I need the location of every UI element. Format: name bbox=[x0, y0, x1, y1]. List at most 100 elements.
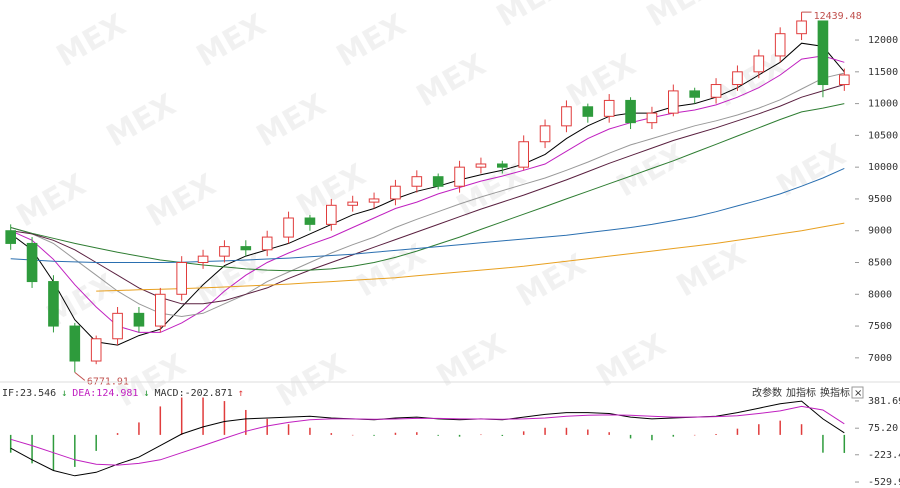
watermark: MEX bbox=[431, 327, 512, 394]
macd-bar bbox=[373, 434, 375, 436]
y-tick-label: 7000 bbox=[868, 353, 892, 364]
macd-bar bbox=[95, 434, 97, 451]
candle-body bbox=[689, 90, 700, 98]
watermark: MEX bbox=[491, 0, 572, 34]
candle-body bbox=[710, 84, 722, 98]
button[interactable]: 改参数 bbox=[752, 386, 782, 399]
macd-bar bbox=[544, 427, 546, 435]
macd-line bbox=[10, 400, 845, 477]
y-tick-label: -223.44 bbox=[868, 450, 900, 461]
macd-bar bbox=[693, 434, 696, 436]
candle-body bbox=[347, 201, 358, 206]
candle-body bbox=[219, 246, 230, 257]
macd-legend: DEA:124.981 bbox=[72, 388, 138, 399]
macd-legend: ↓ bbox=[61, 388, 67, 399]
y-tick-label: 75.20 bbox=[868, 423, 898, 434]
y-tick-label: 8000 bbox=[868, 289, 892, 300]
macd-bar bbox=[416, 432, 418, 435]
button[interactable]: 换指标 bbox=[820, 386, 850, 399]
ma-line bbox=[10, 55, 845, 333]
y-tick-label: 9500 bbox=[868, 194, 892, 205]
macd-bar bbox=[223, 401, 226, 435]
macd-bar bbox=[736, 428, 739, 435]
candle-body bbox=[326, 204, 337, 225]
watermark: MEX bbox=[11, 167, 92, 234]
ma-line bbox=[10, 72, 845, 318]
macd-bar bbox=[565, 427, 568, 435]
macd-bar bbox=[180, 397, 183, 435]
candle-body bbox=[732, 71, 743, 86]
macd-bar bbox=[480, 434, 482, 436]
annotation: 12439.48 bbox=[814, 11, 862, 22]
macd-bar bbox=[522, 431, 525, 435]
macd-bar bbox=[202, 397, 204, 435]
macd-bar bbox=[9, 434, 12, 453]
annotation-arrow bbox=[74, 371, 86, 381]
y-tick-label: 9000 bbox=[868, 226, 892, 237]
ma-line bbox=[96, 222, 845, 292]
macd-bar bbox=[74, 434, 76, 467]
macd-line bbox=[10, 405, 845, 466]
macd-bar bbox=[394, 432, 397, 435]
y-tick-label: 381.69 bbox=[868, 396, 900, 407]
candle-body bbox=[603, 99, 615, 117]
macd-bar bbox=[309, 427, 311, 435]
candle-body bbox=[48, 281, 59, 327]
candle-body bbox=[368, 198, 380, 203]
y-tick-label: 8500 bbox=[868, 258, 892, 269]
macd-bar bbox=[437, 434, 439, 436]
candle-body bbox=[561, 106, 572, 127]
macd-bar bbox=[651, 434, 653, 441]
candle-body bbox=[176, 262, 187, 295]
macd-bar bbox=[116, 433, 119, 435]
watermark: MEX bbox=[641, 0, 722, 34]
candle-body bbox=[774, 33, 786, 57]
candle-body bbox=[304, 217, 316, 225]
watermark: MEX bbox=[351, 237, 432, 304]
macd-bar bbox=[501, 434, 504, 436]
macd-bar bbox=[779, 420, 781, 435]
watermark: MEX bbox=[271, 347, 352, 414]
candle-body bbox=[753, 55, 765, 73]
candle-body bbox=[817, 20, 829, 86]
watermark: MEX bbox=[251, 87, 332, 154]
candle-body bbox=[197, 255, 209, 264]
y-tick-label: -529.93 bbox=[868, 477, 900, 488]
macd-bar bbox=[843, 434, 846, 453]
candle-body bbox=[411, 176, 423, 187]
macd-bar bbox=[287, 424, 290, 435]
candle-body bbox=[5, 230, 16, 244]
candle-body bbox=[69, 325, 81, 362]
watermark: MEX bbox=[591, 327, 672, 394]
macd-bar bbox=[822, 434, 824, 453]
macd-bar bbox=[351, 434, 354, 436]
y-tick-label: 11500 bbox=[868, 67, 898, 78]
macd-bar bbox=[715, 433, 717, 435]
macd-legend: ↑ bbox=[238, 388, 244, 399]
macd-bar bbox=[672, 434, 675, 437]
watermark: MEX bbox=[611, 137, 692, 204]
ma-line bbox=[10, 84, 845, 305]
button[interactable]: × bbox=[854, 388, 862, 399]
candle-body bbox=[133, 312, 145, 327]
close-box bbox=[851, 386, 864, 399]
y-tick-label: 10500 bbox=[868, 130, 898, 141]
macd-bar bbox=[330, 433, 333, 435]
watermark: MEX bbox=[51, 7, 132, 74]
macd-legend: IF:23.546 bbox=[2, 388, 56, 399]
candle-body bbox=[518, 141, 529, 168]
candle-body bbox=[668, 90, 679, 114]
macd-bar bbox=[587, 429, 589, 435]
y-tick-label: 11000 bbox=[868, 99, 898, 110]
candle-body bbox=[796, 20, 807, 35]
candle-body bbox=[497, 163, 508, 168]
watermark: MEX bbox=[101, 87, 182, 154]
macd-bar bbox=[245, 409, 247, 435]
candle-body bbox=[112, 312, 123, 340]
macd-bar bbox=[758, 424, 760, 435]
watermark: MEX bbox=[411, 47, 492, 114]
button[interactable]: 加指标 bbox=[786, 386, 816, 399]
candle-body bbox=[26, 242, 38, 283]
candle-body bbox=[90, 338, 102, 362]
